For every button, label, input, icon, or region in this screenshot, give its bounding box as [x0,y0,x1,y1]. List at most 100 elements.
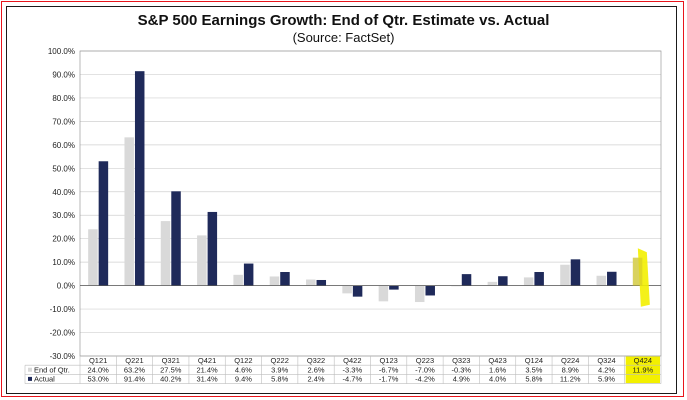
data-label: 4.0% [489,375,506,384]
x-tick-label: Q323 [452,356,470,365]
bar-estimate [487,281,498,286]
bar-estimate [596,275,607,286]
chart-subtitle: (Source: FactSet) [292,30,395,45]
data-label: -4.2% [415,375,435,384]
data-label: 1.6% [489,365,506,374]
bar-estimate [378,285,389,302]
data-label: 5.8% [271,375,288,384]
bar-estimate [306,279,316,286]
legend-key [28,376,32,381]
y-tick-label: 50.0% [52,164,75,173]
bar-actual [243,263,254,286]
data-label: -1.7% [379,375,399,384]
bar-estimate-highlighted [632,257,643,286]
bar-actual [352,285,363,297]
x-tick-label: Q224 [561,356,579,365]
y-tick-label: 0.0% [57,282,75,291]
x-tick-label: Q424 [634,356,652,365]
bar-actual [280,272,290,286]
bar-actual [171,191,181,286]
x-tick-label: Q222 [271,356,289,365]
legend-entry: Actual [34,375,55,384]
data-label: 4.6% [235,365,252,374]
bar-estimate [342,285,352,294]
y-tick-label: 90.0% [52,70,75,79]
bar-actual [207,211,218,286]
data-label: 5.8% [525,375,542,384]
bar-estimate [160,221,171,286]
bar-estimate [269,276,280,286]
y-tick-label: 100.0% [48,47,75,56]
x-tick-label: Q121 [89,356,107,365]
x-tick-label: Q322 [307,356,325,365]
data-label: 27.5% [160,365,182,374]
bar-estimate [88,229,98,286]
y-tick-label: -20.0% [50,329,75,338]
data-label: 9.4% [235,375,252,384]
bar-actual [461,274,472,286]
data-label: 53.0% [88,375,110,384]
legend-entry: End of Qtr. [34,365,70,374]
y-tick-label: 30.0% [52,211,75,220]
data-label: 2.4% [307,375,324,384]
x-tick-label: Q422 [343,356,361,365]
bar-actual [316,279,327,286]
data-label: 91.4% [124,375,146,384]
x-tick-label: Q122 [234,356,252,365]
x-tick-label: Q421 [198,356,216,365]
data-label: 31.4% [196,375,218,384]
data-label: -6.7% [379,365,399,374]
data-label: 4.2% [598,365,615,374]
data-label: 3.5% [525,365,542,374]
x-tick-label: Q221 [125,356,143,365]
data-label: 5.9% [598,375,615,384]
y-tick-label: 70.0% [52,117,75,126]
highlight-cell-bg [625,356,660,384]
bar-actual [425,285,435,296]
data-label: -3.3% [343,365,363,374]
plot-area [79,50,662,357]
bar-estimate [124,137,134,286]
bar-estimate [560,264,570,286]
data-label: 2.6% [307,365,324,374]
data-label: 63.2% [124,365,146,374]
bar-actual [98,161,109,286]
x-tick-label: Q423 [488,356,506,365]
x-tick-label: Q223 [416,356,434,365]
data-label: 24.0% [88,365,110,374]
x-tick-label: Q324 [597,356,615,365]
legend-key [28,367,32,372]
bar-estimate [197,235,207,286]
y-tick-label: 10.0% [52,258,75,267]
bar-estimate [233,274,243,286]
bar-actual [534,272,544,286]
bar-estimate [523,277,534,286]
bar-actual [570,259,581,286]
bar-estimate [414,285,425,303]
data-label: 4.9% [453,375,470,384]
x-tick-label: Q123 [379,356,397,365]
y-tick-label: -30.0% [50,352,75,361]
y-tick-label: 60.0% [52,141,75,150]
data-label: 3.9% [271,365,288,374]
chart-title: S&P 500 Earnings Growth: End of Qtr. Est… [137,12,550,29]
y-tick-label: 20.0% [52,235,75,244]
data-label: -7.0% [415,365,435,374]
x-tick-label: Q124 [525,356,543,365]
data-label: 40.2% [160,375,182,384]
bar-actual [134,71,145,286]
data-label: 8.9% [562,365,579,374]
bar-actual [389,285,399,290]
data-label: 11.9% [632,365,653,374]
y-tick-label: 80.0% [52,94,75,103]
bar-actual [498,276,508,286]
data-label: -4.7% [343,375,363,384]
data-label: 11.2% [560,375,581,384]
y-tick-label: 40.0% [52,188,75,197]
data-label: -0.3% [451,365,471,374]
data-label: 21.4% [196,365,218,374]
x-tick-label: Q321 [162,356,180,365]
bar-actual [607,271,617,286]
